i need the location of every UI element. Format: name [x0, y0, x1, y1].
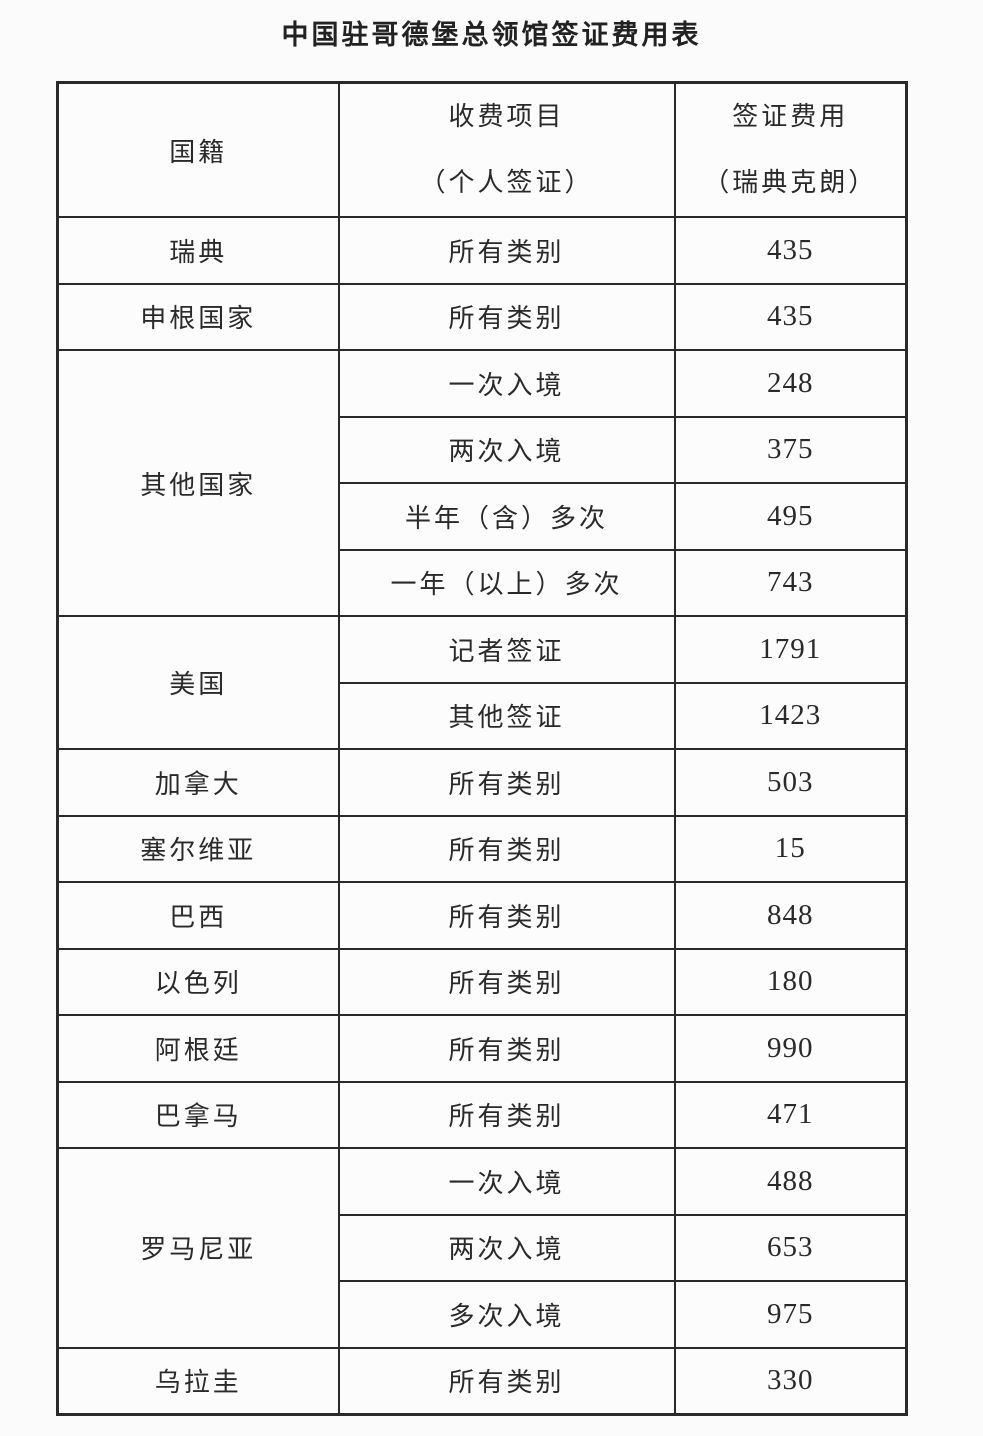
fee-cell: 990	[673, 1014, 908, 1083]
fee-cell: 180	[673, 947, 908, 1016]
category-cell: 两次入境	[337, 415, 676, 484]
table-row: 美国 记者签证 1791	[56, 615, 908, 750]
fee-cell: 743	[673, 548, 908, 617]
fee-cell: 1791	[673, 615, 908, 684]
fee-table-body: 瑞典 所有类别 435 申根国家 所有类别 435 其他国家 一次入境 248 两次入境 375 半年…	[56, 216, 908, 1415]
fee-cell: 435	[673, 282, 908, 351]
category-cell: 记者签证	[337, 615, 676, 684]
fee-cell: 435	[673, 216, 908, 285]
category-cell: 多次入境	[337, 1280, 676, 1349]
fee-cell: 15	[673, 814, 908, 883]
table-row: 罗马尼亚 一次入境 488	[56, 1147, 908, 1349]
nationality-cell: 申根国家	[56, 282, 340, 351]
header-fee-amount-line2: （瑞典克朗）	[703, 168, 878, 197]
header-fee-amount-line1: 签证费用	[732, 102, 849, 131]
table-row: 巴拿马 所有类别 471	[56, 1080, 908, 1149]
table-row: 多次入境 975	[58, 1280, 908, 1349]
header-fee-item-line1: 收费项目	[448, 102, 565, 131]
category-cell: 所有类别	[337, 1014, 676, 1083]
table-row: 一年（以上）多次 743	[58, 548, 908, 617]
fee-cell: 653	[673, 1213, 908, 1282]
table-row: 塞尔维亚 所有类别 15	[56, 814, 908, 883]
category-cell: 一年（以上）多次	[337, 548, 676, 617]
nationality-cell: 瑞典	[56, 216, 340, 285]
fee-cell: 1423	[673, 681, 908, 750]
category-cell: 两次入境	[337, 1213, 676, 1282]
visa-fee-table: 国籍 收费项目 （个人签证） 签证费用 （瑞典克朗） 瑞典 所有类别 435 申根国家…	[56, 81, 908, 1416]
table-row: 两次入境 375	[58, 415, 908, 484]
header-nationality-label: 国籍	[169, 137, 228, 167]
category-cell: 一次入境	[337, 1147, 676, 1216]
fee-cell: 330	[673, 1346, 908, 1415]
table-row: 乌拉圭 所有类别 330	[56, 1346, 908, 1415]
nationality-cell: 加拿大	[56, 748, 340, 817]
table-row: 以色列 所有类别 180	[56, 947, 908, 1016]
table-row: 巴西 所有类别 848	[56, 881, 908, 950]
table-row: 其他签证 1423	[58, 681, 908, 750]
category-cell: 所有类别	[337, 1346, 676, 1415]
category-cell: 一次入境	[337, 349, 676, 418]
fee-cell: 248	[673, 349, 908, 418]
category-cell: 所有类别	[337, 1080, 676, 1149]
nationality-cell: 罗马尼亚	[56, 1147, 340, 1349]
nationality-cell: 巴西	[56, 881, 340, 950]
category-cell: 其他签证	[337, 681, 676, 750]
fee-cell: 848	[673, 881, 908, 950]
fee-cell: 495	[673, 482, 908, 551]
category-cell: 所有类别	[337, 216, 676, 285]
nationality-cell: 阿根廷	[56, 1014, 340, 1083]
table-row: 两次入境 653	[58, 1213, 908, 1282]
nationality-cell: 其他国家	[56, 349, 340, 617]
category-cell: 所有类别	[337, 947, 676, 1016]
table-row: 半年（含）多次 495	[58, 482, 908, 551]
nationality-cell: 美国	[56, 615, 340, 750]
table-row: 阿根廷 所有类别 990	[56, 1014, 908, 1083]
table-row: 加拿大 所有类别 503	[56, 748, 908, 817]
header-fee-item-line2: （个人签证）	[419, 168, 594, 197]
nationality-cell: 乌拉圭	[56, 1346, 340, 1415]
header-fee-amount: 签证费用 （瑞典克朗）	[673, 81, 908, 218]
nationality-cell: 塞尔维亚	[56, 814, 340, 883]
fee-cell: 488	[673, 1147, 908, 1216]
category-cell: 半年（含）多次	[337, 482, 676, 551]
table-row: 瑞典 所有类别 435	[56, 216, 908, 285]
table-row: 其他国家 一次入境 248	[56, 349, 908, 617]
fee-cell: 471	[673, 1080, 908, 1149]
page-title: 中国驻哥德堡总领馆签证费用表	[281, 20, 702, 50]
header-nationality: 国籍	[56, 81, 340, 218]
header-fee-item: 收费项目 （个人签证）	[337, 81, 676, 218]
category-cell: 所有类别	[337, 881, 676, 950]
category-cell: 所有类别	[337, 748, 676, 817]
fee-cell: 503	[673, 748, 908, 817]
fee-cell: 975	[673, 1280, 908, 1349]
category-cell: 所有类别	[337, 282, 676, 351]
table-row: 申根国家 所有类别 435	[56, 282, 908, 351]
nationality-cell: 以色列	[56, 947, 340, 1016]
nationality-cell: 巴拿马	[56, 1080, 340, 1149]
category-cell: 所有类别	[337, 814, 676, 883]
table-header-row: 国籍 收费项目 （个人签证） 签证费用 （瑞典克朗）	[56, 81, 908, 218]
fee-cell: 375	[673, 415, 908, 484]
